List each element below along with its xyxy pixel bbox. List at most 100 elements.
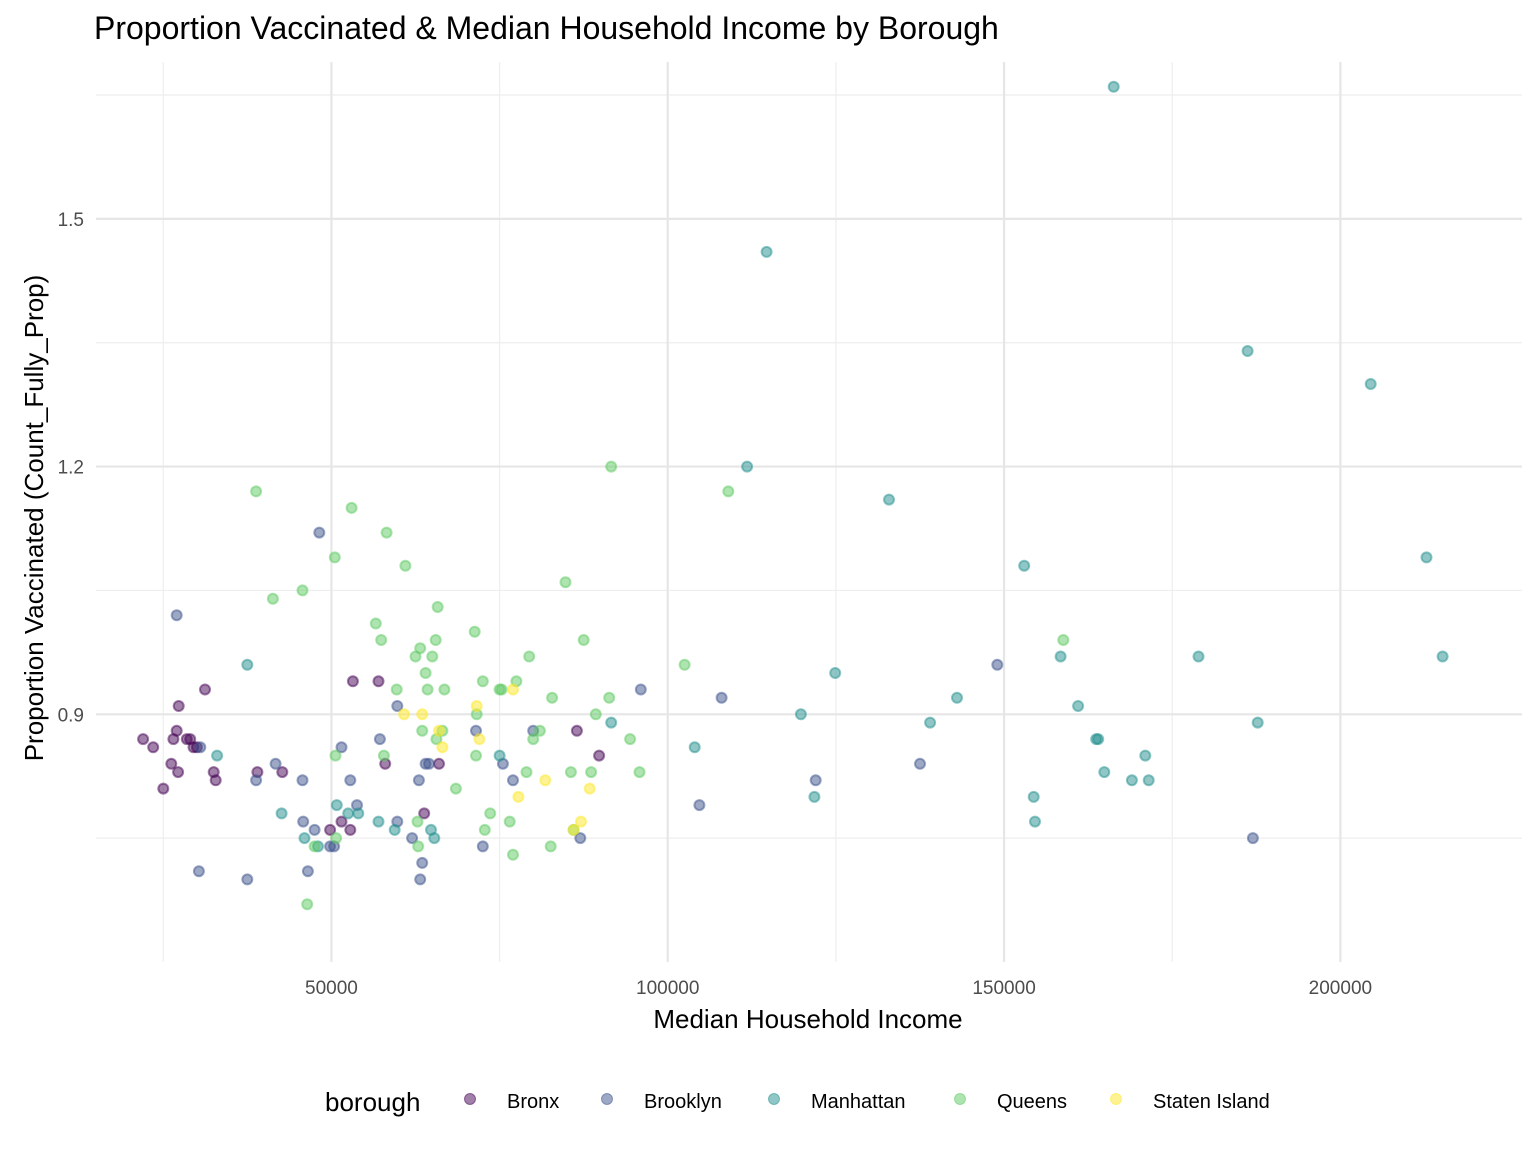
- point-queens: [564, 766, 577, 779]
- point-bronx: [276, 766, 289, 779]
- point-bronx: [372, 675, 385, 688]
- point-queens: [301, 898, 314, 911]
- point-manhattan: [1192, 650, 1205, 663]
- point-queens: [470, 749, 482, 762]
- point-bronx: [147, 741, 160, 754]
- point-brooklyn: [715, 691, 728, 704]
- x-axis-ticks: 50000 100000 150000 200000: [305, 978, 1372, 999]
- point-queens: [478, 823, 491, 836]
- point-manhattan: [1420, 551, 1433, 564]
- point-queens: [468, 625, 481, 638]
- point-manhattan: [1364, 378, 1377, 390]
- point-manhattan: [372, 815, 385, 828]
- point-brooklyn: [194, 741, 207, 754]
- point-queens: [308, 840, 321, 853]
- point-brooklyn: [476, 840, 489, 853]
- point-queens: [544, 840, 557, 853]
- point-staten-island: [436, 741, 449, 754]
- point-queens: [414, 642, 427, 655]
- point-manhattan: [275, 807, 288, 820]
- major-gridlines: [96, 62, 1522, 962]
- point-queens: [507, 848, 519, 861]
- point-bronx: [170, 724, 183, 737]
- point-queens: [328, 551, 341, 564]
- point-queens: [533, 724, 546, 737]
- point-manhattan: [1092, 733, 1105, 746]
- point-queens: [605, 460, 618, 473]
- point-staten-island: [398, 708, 411, 721]
- point-queens: [633, 766, 646, 779]
- point-manhattan: [1072, 700, 1085, 712]
- point-queens: [722, 485, 735, 498]
- point-bronx: [165, 757, 178, 770]
- point-bronx: [199, 683, 211, 696]
- point-manhattan: [1027, 790, 1040, 803]
- point-manhattan: [760, 245, 773, 258]
- point-brooklyn: [192, 865, 205, 878]
- point-bronx: [172, 766, 185, 779]
- point-brooklyn: [412, 774, 425, 787]
- point-manhattan: [1241, 345, 1254, 357]
- legend-key-bronx: [464, 1093, 476, 1105]
- point-brooklyn: [574, 832, 587, 845]
- point-brooklyn: [344, 774, 357, 787]
- plot-panel: [96, 62, 1522, 962]
- point-bronx: [593, 749, 606, 762]
- point-manhattan: [342, 807, 355, 820]
- x-tick-label: 200000: [1309, 978, 1372, 999]
- point-manhattan: [1054, 650, 1067, 663]
- point-queens: [266, 592, 279, 605]
- point-manhattan: [298, 832, 311, 845]
- point-bronx: [346, 675, 359, 688]
- y-tick-label: 1.5: [58, 210, 84, 231]
- point-brooklyn: [297, 815, 310, 828]
- x-tick-label: 100000: [636, 978, 699, 999]
- y-tick-label: 0.9: [58, 705, 84, 726]
- point-queens: [377, 749, 390, 762]
- point-queens: [345, 501, 358, 514]
- y-tick-label: 1.2: [58, 458, 84, 479]
- point-brooklyn: [406, 832, 419, 845]
- point-manhattan: [688, 741, 701, 754]
- point-manhattan: [428, 832, 441, 845]
- point-brooklyn: [423, 757, 435, 770]
- point-queens: [369, 617, 382, 630]
- point-brooklyn: [170, 609, 183, 622]
- data-points: [137, 80, 1449, 911]
- point-manhattan: [241, 658, 254, 671]
- point-manhattan: [829, 667, 842, 679]
- point-manhattan: [1107, 80, 1120, 93]
- legend-key-brooklyn: [601, 1093, 613, 1105]
- point-queens: [411, 815, 424, 828]
- point-staten-island: [539, 774, 552, 787]
- point-staten-island: [416, 708, 429, 721]
- point-manhattan: [951, 691, 963, 704]
- point-queens: [380, 526, 393, 539]
- point-brooklyn: [301, 865, 314, 878]
- y-axis-title: Proportion Vaccinated (Count_Fully_Prop): [19, 275, 49, 762]
- point-manhattan: [493, 749, 506, 762]
- point-manhattan: [605, 716, 618, 729]
- x-axis-title: Median Household Income: [653, 1004, 962, 1034]
- point-queens: [330, 832, 343, 845]
- y-axis-ticks: 0.9 1.2 1.5: [58, 210, 84, 726]
- point-brooklyn: [269, 757, 282, 770]
- x-tick-label: 150000: [972, 978, 1035, 999]
- point-brooklyn: [634, 683, 647, 696]
- point-queens: [503, 815, 516, 828]
- point-staten-island: [473, 733, 486, 746]
- point-bronx: [209, 774, 222, 787]
- point-staten-island: [575, 815, 587, 828]
- point-manhattan: [1251, 716, 1264, 729]
- point-queens: [431, 601, 444, 613]
- point-staten-island: [433, 724, 445, 737]
- point-queens: [250, 485, 263, 498]
- legend-key-queens: [954, 1093, 966, 1105]
- point-manhattan: [1029, 815, 1041, 828]
- point-bronx: [137, 733, 150, 746]
- legend-label-brooklyn: Brooklyn: [644, 1091, 722, 1113]
- point-bronx: [335, 815, 348, 828]
- point-manhattan: [388, 823, 401, 836]
- point-queens: [419, 667, 432, 679]
- point-brooklyn: [414, 873, 427, 886]
